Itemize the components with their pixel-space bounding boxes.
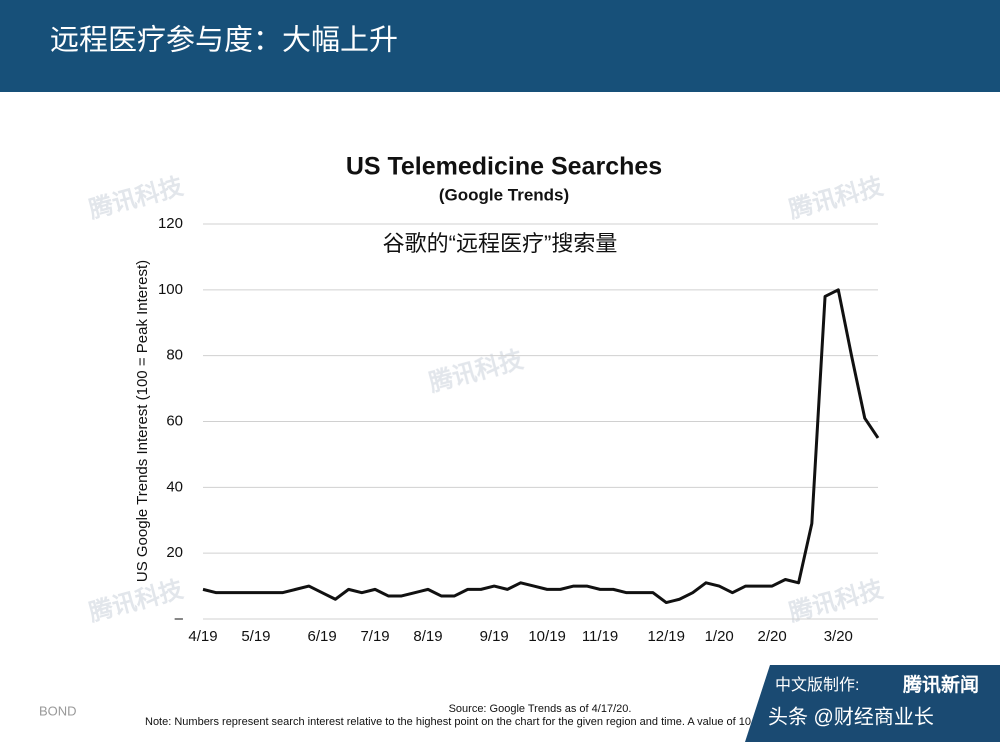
badge-org: 腾讯新闻 — [902, 673, 979, 696]
x-tick-label: 3/20 — [824, 628, 853, 645]
y-tick-label: – — [175, 610, 184, 627]
watermark: 腾讯科技 — [426, 346, 527, 397]
x-tick-label: 11/19 — [582, 628, 618, 645]
badge-made-by: 中文版制作: — [775, 676, 859, 694]
y-tick-label: 80 — [166, 347, 183, 364]
watermark: 腾讯科技 — [86, 576, 187, 627]
data-line — [202, 288, 880, 605]
chart-title: US Telemedicine Searches — [346, 153, 662, 181]
x-tick-label: 7/19 — [360, 628, 389, 645]
badge — [745, 665, 1000, 742]
y-tick-label: 120 — [158, 215, 183, 232]
x-tick-label: 8/19 — [413, 628, 442, 645]
brand: BOND — [39, 703, 77, 718]
slide-title: 远程医疗参与度：大幅上升 — [50, 24, 398, 57]
y-tick-label: 60 — [166, 412, 183, 429]
note: Note: Numbers represent search interest … — [145, 716, 751, 728]
source: Source: Google Trends as of 4/17/20. — [449, 703, 632, 715]
x-tick-label: 2/20 — [758, 628, 787, 645]
x-tick-label: 5/19 — [241, 628, 270, 645]
x-tick-label: 9/19 — [480, 628, 509, 645]
x-tick-label: 10/19 — [528, 628, 566, 645]
header-bar — [0, 0, 1000, 92]
y-tick-label: 100 — [158, 281, 183, 298]
y-tick-label: 20 — [166, 544, 183, 561]
y-tick-label: 40 — [166, 478, 183, 495]
chart-subtitle: (Google Trends) — [439, 185, 569, 204]
annotation: 谷歌的“远程医疗”搜索量 — [383, 231, 618, 256]
badge-account: 头条 @财经商业长 — [768, 705, 934, 728]
x-tick-label: 12/19 — [647, 628, 685, 645]
y-axis-label: US Google Trends Interest (100 = Peak In… — [134, 260, 151, 582]
watermark: 腾讯科技 — [786, 173, 887, 224]
x-tick-label: 6/19 — [308, 628, 337, 645]
x-tick-label: 1/20 — [705, 628, 734, 645]
x-tick-label: 4/19 — [188, 628, 217, 645]
